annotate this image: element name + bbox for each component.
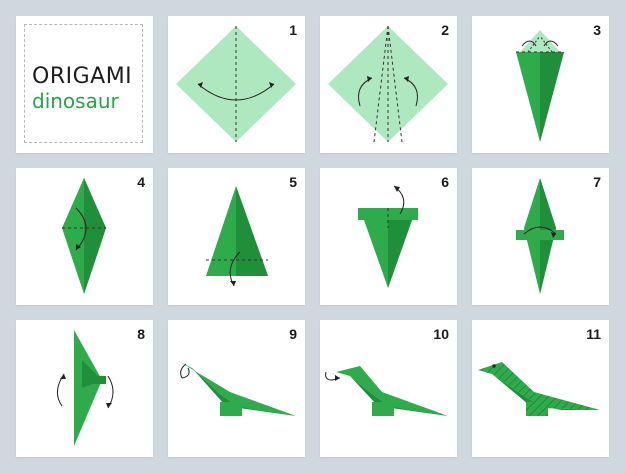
step-number: 10 — [433, 326, 449, 342]
step-7-diagram — [516, 178, 564, 294]
step-number: 9 — [289, 326, 297, 342]
step-3-diagram — [516, 30, 564, 142]
step-10-diagram — [325, 366, 448, 416]
title-main: ORIGAMI — [32, 64, 133, 89]
step-number: 3 — [593, 22, 601, 38]
step-number: 8 — [137, 326, 145, 342]
step-11-diagram — [478, 362, 600, 416]
step-card-8: 8 — [16, 320, 153, 457]
step-card-4: 4 — [16, 168, 153, 305]
title-sub: dinosaur — [32, 89, 119, 113]
step-number: 1 — [289, 22, 297, 38]
step-1-diagram — [176, 26, 296, 142]
step-number: 11 — [586, 326, 601, 342]
step-9-diagram — [180, 362, 296, 416]
step-number: 2 — [441, 22, 449, 38]
step-8-diagram — [57, 330, 114, 446]
step-card-10: 10 — [320, 320, 457, 457]
step-6-diagram — [358, 185, 418, 288]
step-5-diagram — [206, 186, 268, 287]
step-card-5: 5 — [168, 168, 305, 305]
step-card-11: 11 — [472, 320, 609, 457]
dashed-frame — [24, 24, 143, 143]
step-card-2: 2 — [320, 16, 457, 153]
step-number: 6 — [441, 174, 449, 190]
step-4-diagram — [62, 178, 106, 294]
step-card-6: 6 — [320, 168, 457, 305]
step-card-9: 9 — [168, 320, 305, 457]
step-card-7: 7 — [472, 168, 609, 305]
step-card-1: 1 — [168, 16, 305, 153]
step-card-3: 3 — [472, 16, 609, 153]
step-number: 4 — [137, 174, 145, 190]
title-card: ORIGAMI dinosaur — [16, 16, 153, 153]
step-number: 5 — [289, 174, 297, 190]
step-number: 7 — [593, 174, 601, 190]
step-2-diagram — [328, 25, 448, 143]
